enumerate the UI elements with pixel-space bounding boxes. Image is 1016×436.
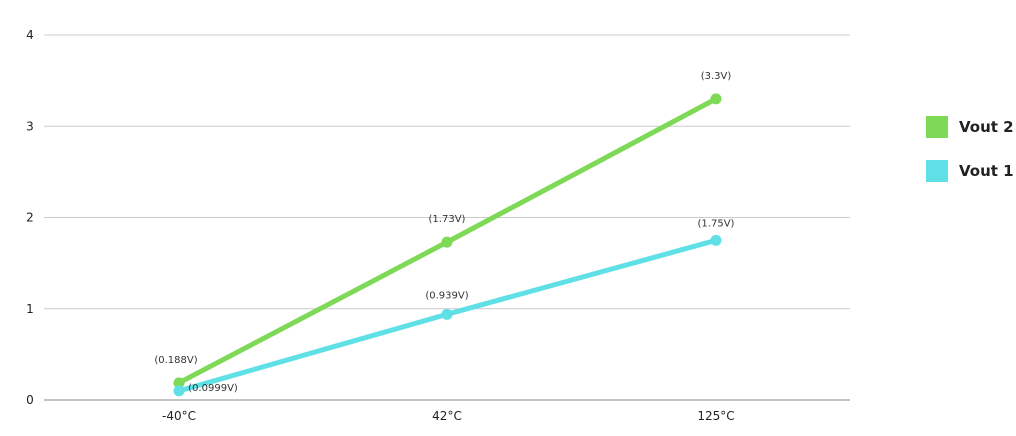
series-lines bbox=[173, 93, 722, 397]
x-tick-label: -40°C bbox=[162, 409, 196, 423]
data-label: (3.3V) bbox=[701, 71, 732, 82]
data-point bbox=[173, 385, 185, 397]
grid bbox=[44, 34, 850, 401]
data-point bbox=[441, 236, 453, 248]
y-tick-label: 1 bbox=[26, 302, 34, 316]
legend-label: Vout 2 bbox=[959, 118, 1014, 136]
y-tick-label: 0 bbox=[26, 393, 34, 407]
data-labels: (0.188V) (1.73V) (3.3V) (0.0999V) (0.939V) (1… bbox=[154, 71, 734, 394]
data-label: (0.188V) bbox=[154, 355, 197, 366]
x-tick-label: 42°C bbox=[432, 409, 462, 423]
data-label: (0.0999V) bbox=[188, 383, 238, 394]
y-tick-label: 3 bbox=[26, 119, 34, 133]
y-axis-ticks: 0 1 2 3 4 bbox=[26, 28, 34, 407]
data-point bbox=[710, 93, 722, 105]
data-label: (0.939V) bbox=[425, 290, 468, 301]
legend-label: Vout 1 bbox=[959, 162, 1014, 180]
x-tick-label: 125°C bbox=[697, 409, 734, 423]
y-tick-label: 2 bbox=[26, 211, 34, 225]
y-tick-label: 4 bbox=[26, 28, 34, 42]
legend-swatch bbox=[926, 116, 948, 138]
data-point bbox=[173, 377, 185, 389]
data-label: (1.73V) bbox=[429, 214, 466, 225]
legend-swatch bbox=[926, 160, 948, 182]
x-axis-ticks: -40°C 42°C 125°C bbox=[162, 409, 735, 423]
data-point bbox=[710, 234, 722, 246]
legend: Vout 2 Vout 1 bbox=[926, 116, 1014, 182]
data-label: (1.75V) bbox=[698, 218, 735, 229]
data-point bbox=[441, 308, 453, 320]
